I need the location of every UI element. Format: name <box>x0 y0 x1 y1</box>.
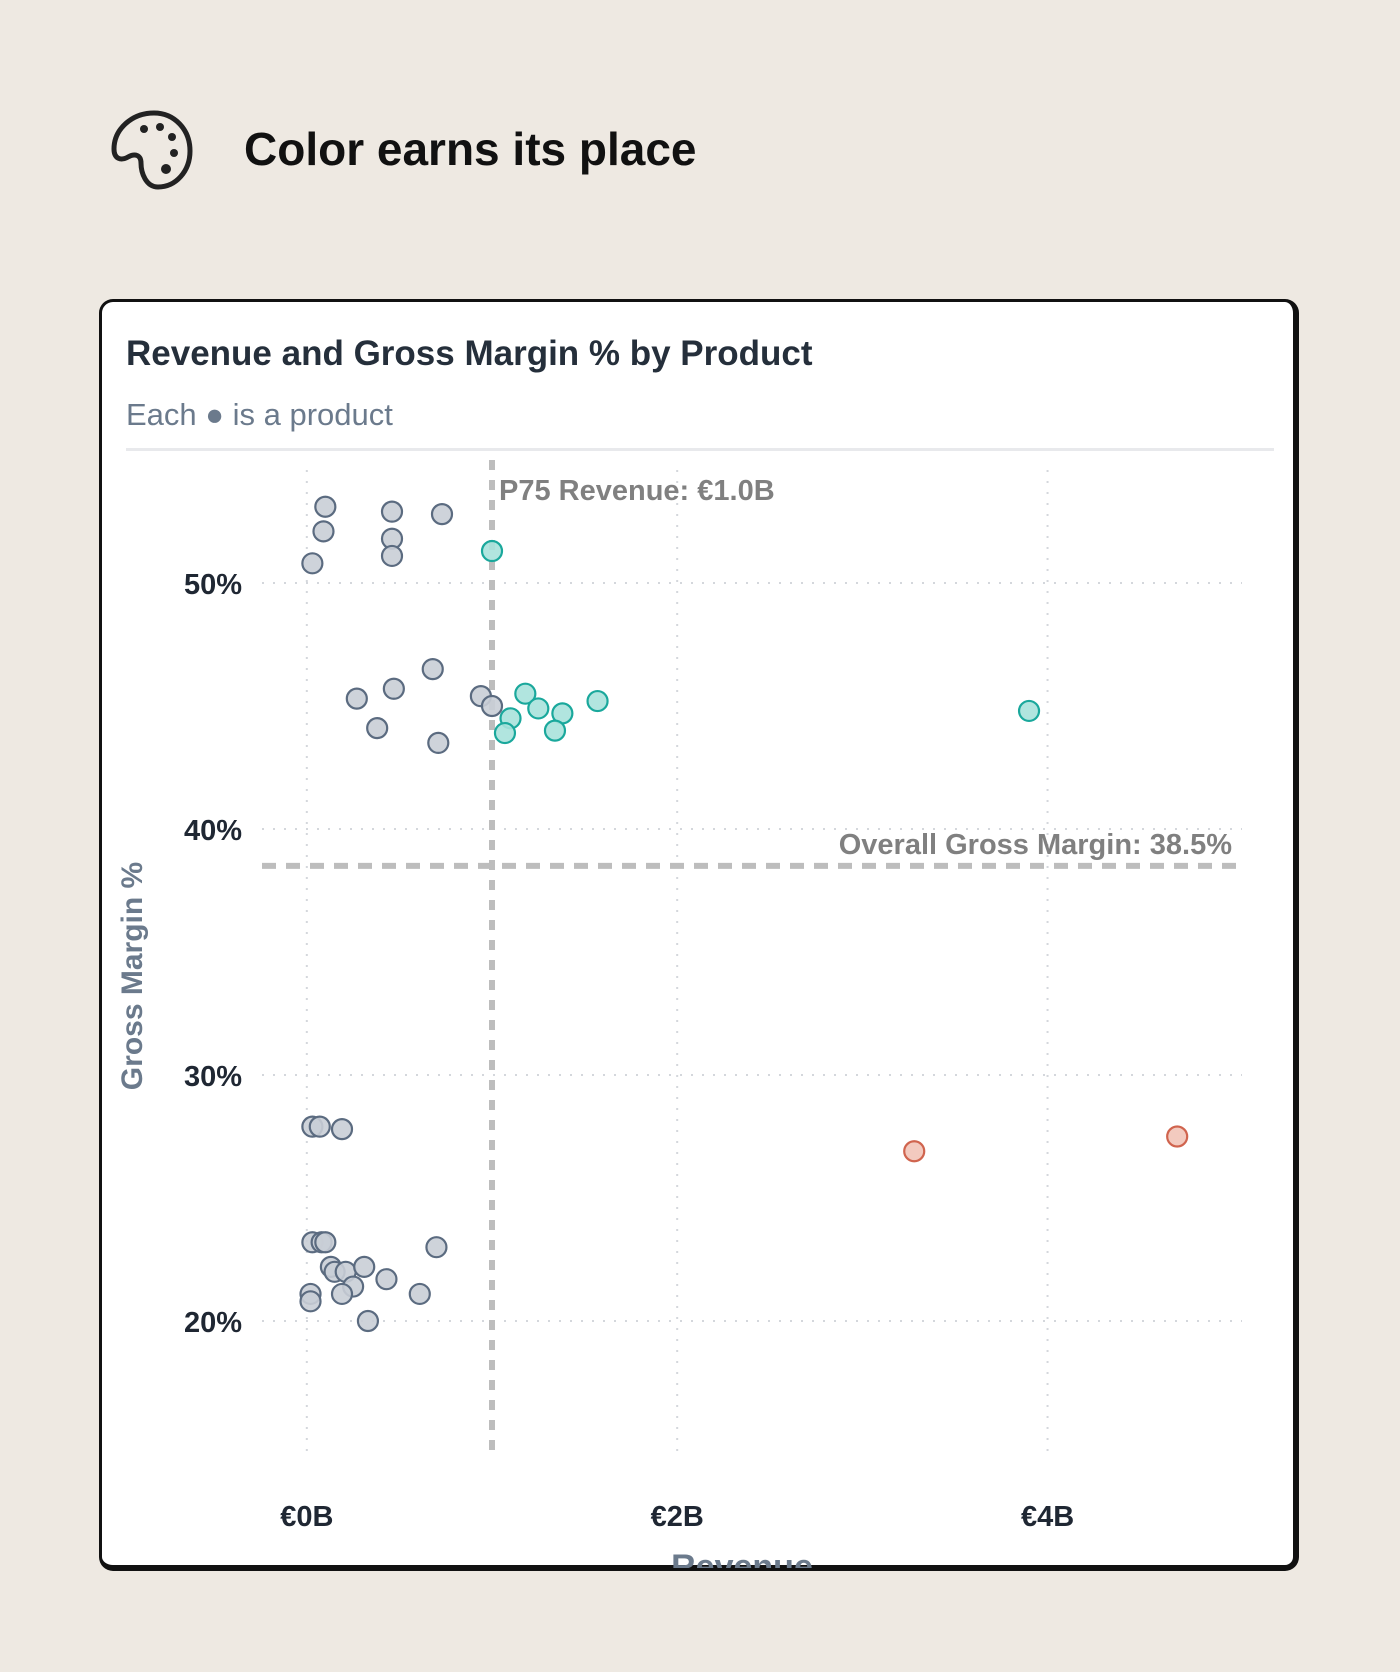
axis-labels-layer: €0B €2B €4B 20% 30% 40% 50% Revenue Gross Margin… <box>116 569 1074 1568</box>
x-tick-label: €2B <box>651 1501 704 1533</box>
data-point <box>1166 1125 1189 1148</box>
data-point <box>345 687 368 710</box>
data-point <box>543 719 567 742</box>
reference-lines-layer: P75 Revenue: €1.0B Overall Gross Margin: … <box>262 460 1242 1456</box>
y-tick-label: 20% <box>184 1307 242 1339</box>
points-layer <box>299 495 1189 1333</box>
data-point <box>330 1282 354 1306</box>
data-point <box>314 495 337 518</box>
data-point <box>330 1118 354 1141</box>
data-point <box>314 1231 337 1254</box>
y-tick-label: 40% <box>184 815 242 847</box>
data-point <box>1017 699 1041 723</box>
x-axis-label: Revenue <box>671 1548 813 1568</box>
y-tick-label: 50% <box>184 569 242 601</box>
title-divider <box>126 448 1274 451</box>
data-point <box>480 539 504 563</box>
data-point <box>380 544 404 568</box>
palette-icon <box>111 110 193 190</box>
data-point <box>493 721 517 745</box>
data-point <box>299 1290 322 1313</box>
data-point <box>425 1236 448 1259</box>
data-point <box>312 520 335 543</box>
chart-subtitle: Each ● is a product <box>126 397 393 432</box>
data-point <box>353 1255 376 1278</box>
data-point <box>308 1115 331 1138</box>
grid-layer <box>262 470 1242 1454</box>
data-point <box>427 731 450 754</box>
y-axis-label: Gross Margin % <box>116 862 149 1090</box>
data-point <box>527 697 550 720</box>
data-point <box>366 717 389 740</box>
data-point <box>301 552 324 575</box>
data-point <box>356 1309 380 1333</box>
chart-card: Revenue and Gross Margin % by Product Ea… <box>99 299 1299 1571</box>
y-tick-label: 30% <box>184 1061 242 1093</box>
data-point <box>903 1140 926 1163</box>
data-point <box>375 1268 398 1291</box>
data-point <box>480 694 504 718</box>
data-point <box>430 503 454 526</box>
data-point <box>382 677 405 700</box>
overall-margin-label: Overall Gross Margin: 38.5% <box>839 829 1232 861</box>
data-point <box>408 1282 431 1306</box>
data-point <box>421 658 444 681</box>
data-point <box>586 689 609 713</box>
page-title: Color earns its place <box>244 123 697 175</box>
x-tick-label: €0B <box>280 1501 333 1533</box>
header <box>108 106 196 196</box>
chart-title: Revenue and Gross Margin % by Product <box>126 334 813 373</box>
x-tick-label: €4B <box>1021 1501 1074 1533</box>
scatter-plot: P75 Revenue: €1.0B Overall Gross Margin: … <box>116 460 1242 1568</box>
data-point <box>380 500 404 523</box>
p75-revenue-label: P75 Revenue: €1.0B <box>499 475 775 507</box>
data-point <box>514 682 537 705</box>
